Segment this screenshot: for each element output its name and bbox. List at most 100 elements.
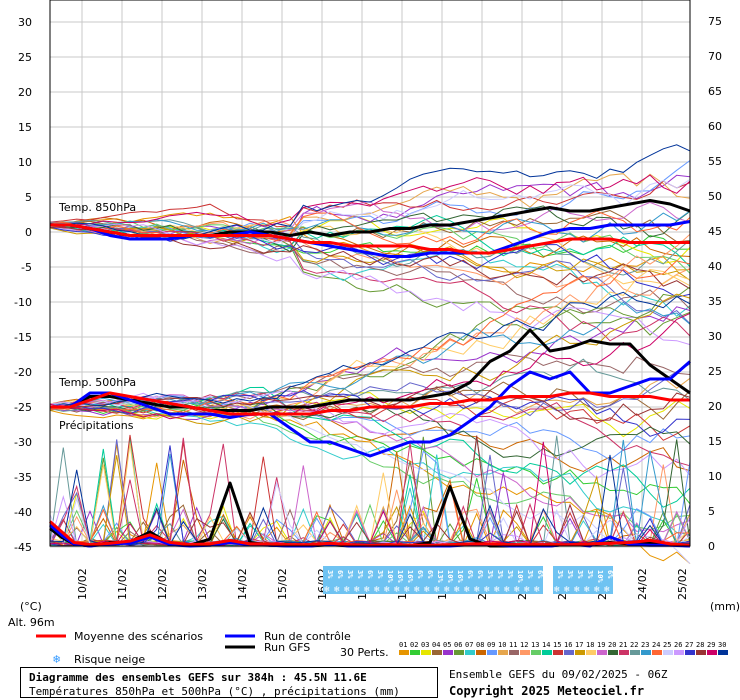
right-tick-label: 50 xyxy=(708,190,722,203)
snow-risk-cell xyxy=(323,566,333,594)
legend-control-label: Run de contrôle xyxy=(264,630,351,643)
snow-risk-cell xyxy=(403,566,413,594)
snow-risk-cell xyxy=(383,566,393,594)
snowflake-icon: ❄ xyxy=(464,585,470,595)
perturbation-id: 27 xyxy=(685,641,693,649)
control-line-500 xyxy=(50,360,691,458)
snow-risk-label: 6% xyxy=(416,570,424,579)
snowflake-icon: ❄ xyxy=(604,585,610,595)
perturbation-swatch xyxy=(630,650,640,655)
right-axis-unit: (mm) xyxy=(710,600,740,613)
perturbation-line xyxy=(49,291,691,408)
snow-risk-label: 6% xyxy=(466,570,474,579)
snowflake-icon: ❄ xyxy=(494,585,500,595)
right-tick-label: 45 xyxy=(708,225,722,238)
perturbation-line xyxy=(49,223,691,346)
x-tick-label: 14/02 xyxy=(236,568,249,600)
snow-risk-cell xyxy=(413,566,423,594)
snow-risk-cell xyxy=(483,566,493,594)
panel-label-500: Temp. 500hPa xyxy=(58,376,136,389)
snow-risk-label: 3% xyxy=(496,570,504,579)
snowflake-icon: ❄ xyxy=(324,585,330,595)
perturbation-swatch xyxy=(421,650,431,655)
right-tick-label: 65 xyxy=(708,85,722,98)
x-tick-label: 13/02 xyxy=(196,568,209,600)
mean-line-850 xyxy=(50,223,690,255)
right-tick-label: 60 xyxy=(708,120,722,133)
left-tick-label: 25 xyxy=(18,51,32,64)
perturbation-line xyxy=(49,312,691,420)
perturbation-swatch xyxy=(575,650,585,655)
perturbation-swatch xyxy=(586,650,596,655)
left-tick-label: 5 xyxy=(25,191,32,204)
legend-gfs-label: Run GFS xyxy=(264,641,310,654)
snow-risk-label: 6% xyxy=(426,570,434,579)
perturbation-swatch xyxy=(696,650,706,655)
perturbation-id: 05 xyxy=(443,641,451,649)
perturbation-swatch xyxy=(498,650,508,655)
snowflake-icon: ❄ xyxy=(394,585,400,595)
snow-risk-label: 16% xyxy=(406,570,414,583)
perturbation-line xyxy=(49,219,691,276)
snow-risk-cell xyxy=(373,566,383,594)
chart-title: Diagramme des ensembles GEFS sur 384h : … xyxy=(29,671,367,684)
snow-risk-cell xyxy=(453,566,463,594)
snowflake-icon: ❄ xyxy=(364,585,370,595)
snowflake-icon: ❄ xyxy=(444,585,450,595)
perturbation-swatch xyxy=(674,650,684,655)
plot-frame xyxy=(49,0,691,547)
perturbation-id: 16 xyxy=(564,641,572,649)
snowflake-icon: ❄ xyxy=(354,585,360,595)
left-axis-unit: (°C) xyxy=(20,600,42,613)
left-tick-label: -5 xyxy=(21,261,32,274)
left-tick-label: -25 xyxy=(14,401,32,414)
snow-risk-label: 16% xyxy=(456,570,464,583)
snowflake-icon: ❄ xyxy=(384,585,390,595)
perturbation-id: 14 xyxy=(542,641,550,649)
snow-risk-cell xyxy=(523,566,533,594)
left-axis-ticks: 30 25 20 15 10 5 0 -5 -10 -15 -20 -25 -30 -35 -40 -45 xyxy=(14,16,32,554)
x-tick-label: 15/02 xyxy=(276,568,289,600)
perturbation-precip-line xyxy=(49,441,691,547)
perturbation-legend: 01 02 03 04 05 06 07 08 09 10 11 12 13 14 15 16 17 18 19 20… xyxy=(399,641,728,655)
snow-risk-cell xyxy=(603,566,613,594)
perturbation-id: 20 xyxy=(608,641,616,649)
perturbation-swatch xyxy=(487,650,497,655)
snowflake-icon: ❄ xyxy=(334,585,340,595)
perturbation-id: 22 xyxy=(630,641,638,649)
chart-subtitle: Températures 850hPa et 500hPa (°C) , pré… xyxy=(29,685,400,698)
snowflake-icon: ❄ xyxy=(514,585,520,595)
perturbation-line xyxy=(49,226,691,290)
perturbation-swatch xyxy=(597,650,607,655)
left-tick-label: -40 xyxy=(14,506,32,519)
mean-line-500 xyxy=(50,391,690,416)
left-tick-label: -35 xyxy=(14,471,32,484)
perturbation-id: 02 xyxy=(410,641,418,649)
perturbation-id: 12 xyxy=(520,641,528,649)
snow-risk-cell xyxy=(563,566,573,594)
snowflake-icon: ❄ xyxy=(374,585,380,595)
panel-label-850: Temp. 850hPa xyxy=(58,201,136,214)
perturbation-swatch xyxy=(564,650,574,655)
perturbation-swatch xyxy=(619,650,629,655)
snow-risk-label: 6% xyxy=(476,570,484,579)
perturbation-id: 03 xyxy=(421,641,429,649)
left-tick-label: 15 xyxy=(18,121,32,134)
right-tick-label: 30 xyxy=(708,330,722,343)
perturbation-swatch xyxy=(663,650,673,655)
right-tick-label: 10 xyxy=(708,470,722,483)
x-tick-label: 12/02 xyxy=(156,568,169,600)
perturbation-line xyxy=(49,286,691,417)
snow-risk-label: 3% xyxy=(526,570,534,579)
snow-risk-cell xyxy=(593,566,603,594)
perturbation-swatch xyxy=(410,650,420,655)
x-tick-label: 10/02 xyxy=(76,568,89,600)
perturbation-line xyxy=(49,226,691,281)
perturbation-id: 08 xyxy=(476,641,484,649)
perturbation-id: 29 xyxy=(707,641,715,649)
perturbation-line xyxy=(49,174,691,227)
snowflake-icon: ❄ xyxy=(474,585,480,595)
perturbation-swatch xyxy=(685,650,695,655)
perturbation-id: 04 xyxy=(432,641,440,649)
